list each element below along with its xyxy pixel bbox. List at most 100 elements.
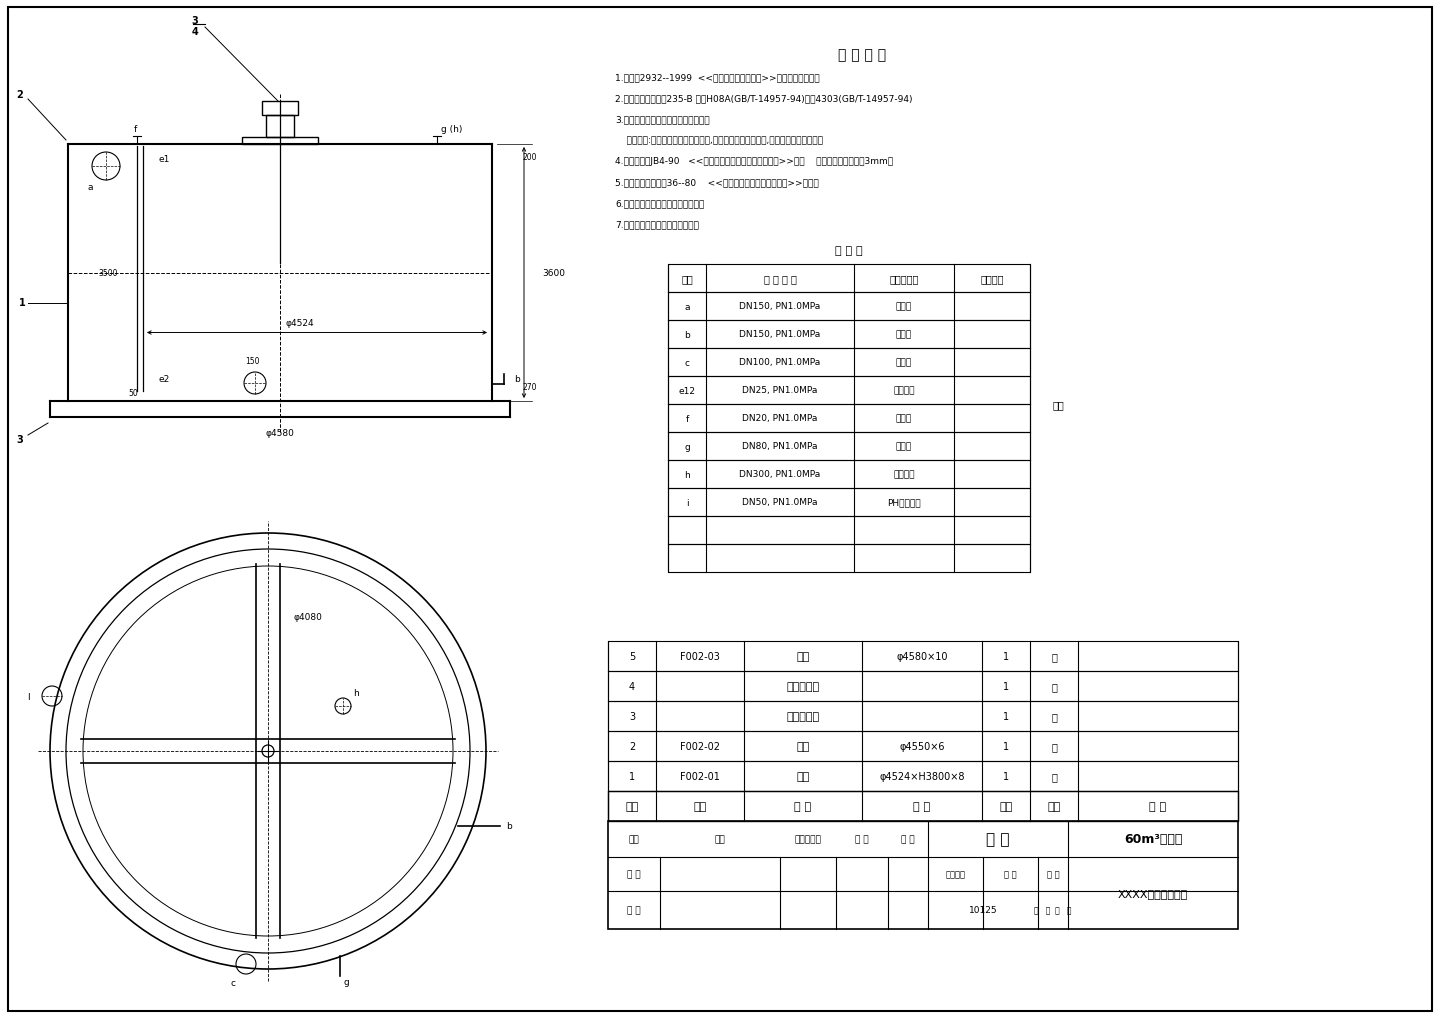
Text: 日 期: 日 期	[901, 835, 914, 844]
Text: 电机减速机: 电机减速机	[786, 711, 819, 721]
Text: 只: 只	[1051, 771, 1057, 782]
Text: F002-01: F002-01	[680, 771, 720, 782]
Bar	[242, 138, 318, 145]
Text: 序号: 序号	[625, 801, 638, 811]
Bar	[668, 292, 1030, 321]
Text: F002-02: F002-02	[680, 741, 720, 751]
Text: 排污口: 排污口	[896, 358, 912, 367]
Text: 3: 3	[192, 16, 199, 25]
Text: DN25, PN1.0MPa: DN25, PN1.0MPa	[742, 386, 818, 395]
Text: 数量: 数量	[999, 801, 1012, 811]
Text: 只: 只	[1051, 741, 1057, 751]
Text: 1: 1	[1002, 682, 1009, 691]
Text: φ4524: φ4524	[285, 319, 314, 328]
Bar	[668, 544, 1030, 573]
Text: b: b	[684, 330, 690, 339]
Text: e1: e1	[158, 154, 170, 163]
Text: 图号: 图号	[694, 801, 707, 811]
Text: 液位计口: 液位计口	[893, 386, 914, 395]
Text: 备 注: 备 注	[1149, 801, 1166, 811]
Text: 筒体: 筒体	[796, 771, 809, 782]
Text: 日 期: 日 期	[628, 906, 641, 915]
Text: i: i	[685, 498, 688, 507]
Text: 备用口: 备用口	[896, 442, 912, 451]
Text: a: a	[684, 303, 690, 311]
Text: 150: 150	[245, 357, 259, 366]
Bar	[608, 761, 1238, 791]
Text: 3500: 3500	[98, 269, 118, 278]
Text: 密封形式: 密封形式	[981, 274, 1004, 283]
Text: PH电极接口: PH电极接口	[887, 498, 920, 507]
Text: 1: 1	[1002, 651, 1009, 661]
Text: 重 量: 重 量	[1004, 869, 1017, 878]
Text: 3.设备制造完毕进行如下任一种试验：: 3.设备制造完毕进行如下任一种试验：	[615, 115, 710, 124]
Text: 设 计: 设 计	[628, 869, 641, 878]
Text: 6.未注焊缝高度为母材中薄壁厚度。: 6.未注焊缝高度为母材中薄壁厚度。	[615, 200, 704, 208]
Text: DN150, PN1.0MPa: DN150, PN1.0MPa	[739, 303, 821, 311]
Text: 数量: 数量	[714, 835, 726, 844]
Text: 电极接口: 电极接口	[893, 470, 914, 479]
Text: 3600: 3600	[541, 269, 564, 278]
Text: φ4580×10: φ4580×10	[896, 651, 948, 661]
Text: 顶板: 顶板	[796, 741, 809, 751]
Bar	[608, 701, 1238, 732]
Text: φ4550×6: φ4550×6	[899, 741, 945, 751]
Text: DN300, PN1.0MPa: DN300, PN1.0MPa	[739, 470, 821, 479]
Text: 2: 2	[629, 741, 635, 751]
Text: 200: 200	[523, 153, 537, 161]
Text: 1: 1	[1002, 741, 1009, 751]
Text: 1: 1	[1002, 771, 1009, 782]
Text: 进水口: 进水口	[896, 303, 912, 311]
Text: g: g	[684, 442, 690, 451]
Bar	[668, 265, 1030, 292]
Text: 总 图: 总 图	[986, 832, 1009, 847]
Bar	[266, 116, 294, 138]
Text: 右面: 右面	[1053, 399, 1064, 410]
Text: φ4080: φ4080	[294, 611, 323, 621]
Text: F002-03: F002-03	[680, 651, 720, 661]
Text: 4: 4	[192, 26, 199, 37]
Text: 加酸口: 加酸口	[896, 414, 912, 423]
Bar	[668, 321, 1030, 348]
Text: 4.设备衬胶按JB4-90   <<化工设备、管道外防腐设计规范>>执行    半硬橡胶，共橡胶衬3mm。: 4.设备衬胶按JB4-90 <<化工设备、管道外防腐设计规范>>执行 半硬橡胶，…	[615, 157, 893, 166]
Text: 出水口: 出水口	[896, 330, 912, 339]
Text: 2.设备焊接用材料按235-B 焊丝H08A(GB/T-14957-94)焊条4303(GB/T-14957-94): 2.设备焊接用材料按235-B 焊丝H08A(GB/T-14957-94)焊条4…	[615, 95, 913, 103]
Text: XXXX脱硫废水工程: XXXX脱硫废水工程	[1117, 889, 1188, 898]
Bar	[668, 348, 1030, 377]
Text: 更改文件名: 更改文件名	[795, 835, 821, 844]
Text: 1: 1	[19, 299, 26, 308]
Text: h: h	[353, 689, 359, 698]
Text: 2: 2	[17, 90, 23, 100]
Text: 5.设备包装，运输按36--80    <<压力容器油漆，包装和运输>>执行；: 5.设备包装，运输按36--80 <<压力容器油漆，包装和运输>>执行；	[615, 178, 819, 187]
Text: g: g	[343, 977, 348, 986]
Text: h: h	[684, 470, 690, 479]
Text: f: f	[134, 124, 137, 133]
Text: 套: 套	[1051, 651, 1057, 661]
Text: 3: 3	[629, 711, 635, 721]
Text: 270: 270	[523, 383, 537, 392]
Text: DN100, PN1.0MPa: DN100, PN1.0MPa	[739, 358, 821, 367]
Text: 1: 1	[629, 771, 635, 782]
Bar	[608, 732, 1238, 761]
Text: 60m³出水箱: 60m³出水箱	[1123, 833, 1182, 846]
Text: DN50, PN1.0MPa: DN50, PN1.0MPa	[742, 498, 818, 507]
Text: DN20, PN1.0MPa: DN20, PN1.0MPa	[742, 414, 818, 423]
Text: DN150, PN1.0MPa: DN150, PN1.0MPa	[739, 330, 821, 339]
Bar	[608, 791, 1238, 821]
Text: 比 例: 比 例	[1047, 869, 1060, 878]
Text: 10125: 10125	[969, 906, 998, 915]
Text: a: a	[88, 182, 92, 192]
Bar	[668, 377, 1030, 405]
Text: b: b	[505, 821, 511, 830]
Text: φ4524×H3800×8: φ4524×H3800×8	[880, 771, 965, 782]
Text: 用途或名称: 用途或名称	[890, 274, 919, 283]
Bar	[668, 405, 1030, 433]
Text: 单位: 单位	[1047, 801, 1061, 811]
Text: DN80, PN1.0MPa: DN80, PN1.0MPa	[742, 442, 818, 451]
Bar	[262, 102, 298, 116]
Text: 1: 1	[1002, 711, 1009, 721]
Text: 副: 副	[1051, 682, 1057, 691]
Text: 50: 50	[128, 389, 138, 398]
Text: 7.设备外部安装设护笼的直爬梯。: 7.设备外部安装设护笼的直爬梯。	[615, 220, 698, 229]
Text: 规 格: 规 格	[913, 801, 930, 811]
